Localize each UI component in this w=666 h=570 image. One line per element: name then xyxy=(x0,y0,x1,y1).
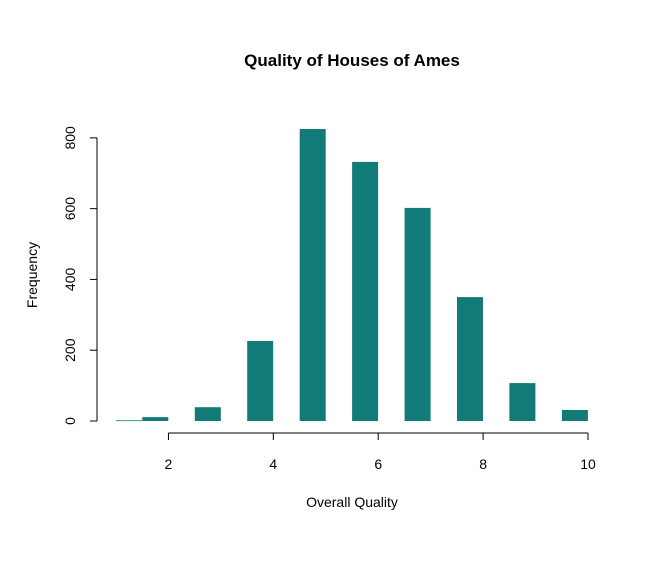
bar xyxy=(247,341,274,421)
bar xyxy=(457,297,483,421)
y-tick-label: 600 xyxy=(62,197,78,221)
bar xyxy=(116,420,143,422)
y-axis: 0 200 400 600 800 xyxy=(62,126,98,425)
bar xyxy=(142,417,169,421)
x-axis: 2 4 6 8 10 xyxy=(165,432,596,472)
bar xyxy=(509,383,536,421)
y-tick-label: 800 xyxy=(62,126,78,150)
bar xyxy=(352,161,379,421)
y-tick-label: 0 xyxy=(62,417,78,425)
x-tick-label: 6 xyxy=(374,456,382,472)
x-tick-label: 10 xyxy=(580,456,596,472)
y-tick-label: 400 xyxy=(62,268,78,292)
x-tick-label: 2 xyxy=(165,456,173,472)
y-axis-label: Frequency xyxy=(24,242,40,308)
x-axis-label: Overall Quality xyxy=(306,494,398,510)
bar xyxy=(404,207,431,421)
bar xyxy=(299,129,326,421)
y-tick-label: 200 xyxy=(62,338,78,362)
x-tick-label: 8 xyxy=(479,456,487,472)
chart-title: Quality of Houses of Ames xyxy=(244,51,460,70)
bar xyxy=(561,410,588,421)
x-tick-label: 4 xyxy=(269,456,277,472)
bar xyxy=(194,407,221,421)
bars-group xyxy=(116,129,588,422)
